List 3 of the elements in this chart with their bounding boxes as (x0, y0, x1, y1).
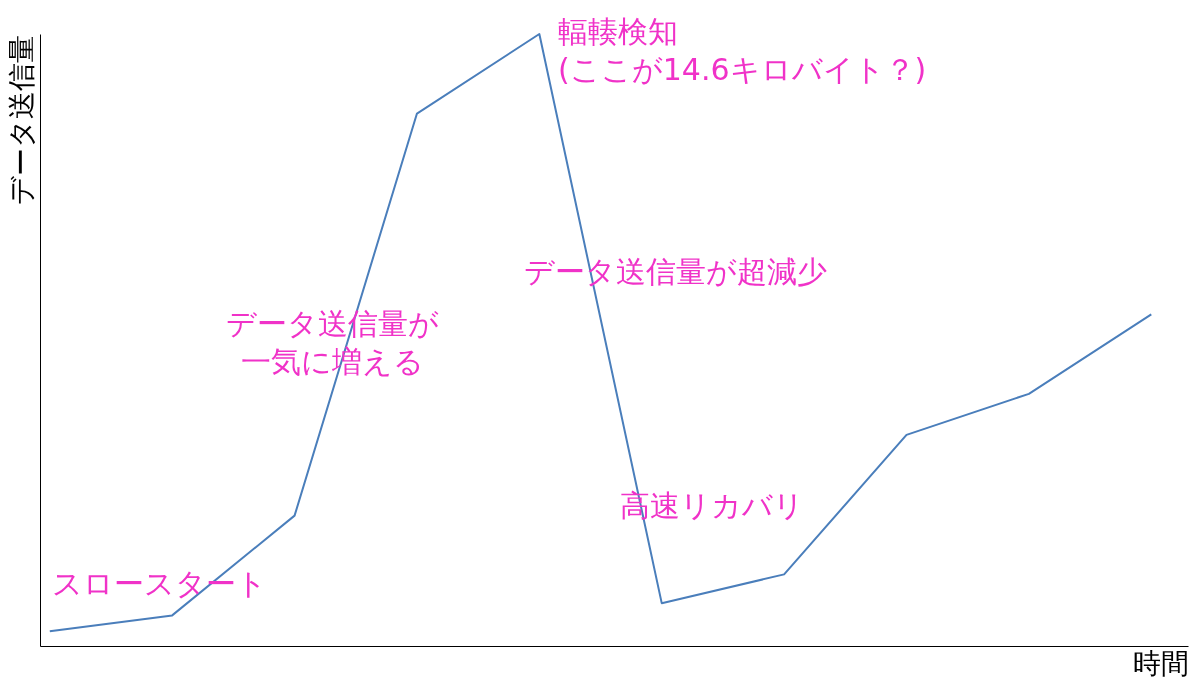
annotation: 輻輳検知(ここが14.6キロバイト？) (558, 14, 927, 87)
y-axis-title: データ送信量 (4, 34, 38, 205)
x-axis-title: 時間 (1132, 646, 1189, 680)
